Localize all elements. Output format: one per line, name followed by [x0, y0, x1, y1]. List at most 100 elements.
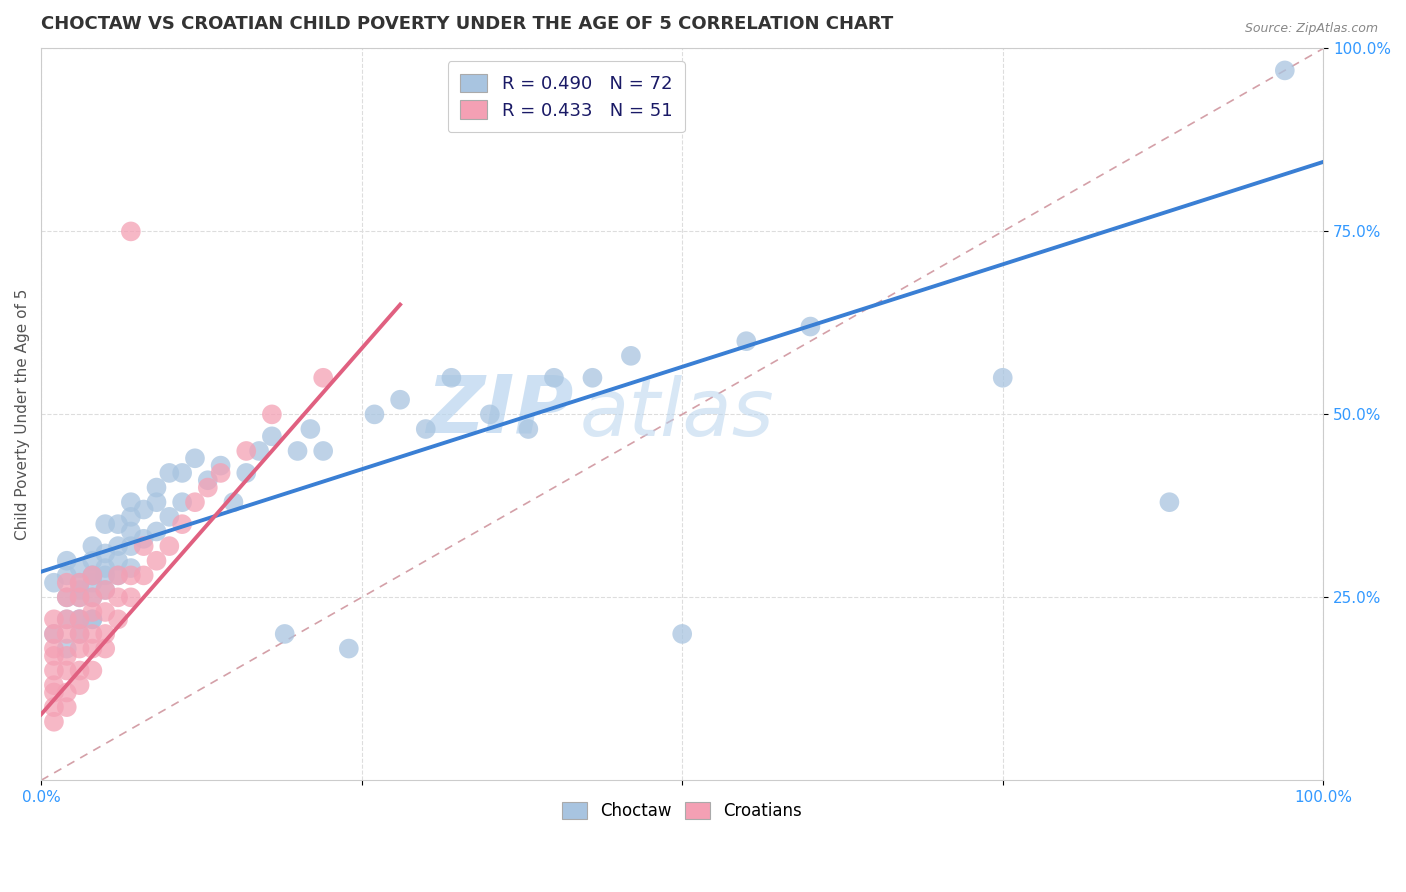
Point [247, 444, 270, 458]
Point [42, 685, 65, 699]
Point [197, 473, 219, 487]
Point [94, 546, 117, 560]
Point [235, 466, 257, 480]
Point [132, 568, 155, 582]
Point [55, 575, 77, 590]
Point [107, 539, 129, 553]
Point [107, 554, 129, 568]
Point [145, 554, 167, 568]
Point [55, 568, 77, 582]
Point [222, 495, 245, 509]
Point [132, 502, 155, 516]
Point [69, 641, 91, 656]
Point [55, 591, 77, 605]
Point [82, 539, 104, 553]
Point [120, 561, 142, 575]
Point [42, 678, 65, 692]
Point [312, 444, 335, 458]
Point [172, 495, 194, 509]
Point [55, 612, 77, 626]
Point [145, 524, 167, 539]
Point [69, 664, 91, 678]
Point [82, 554, 104, 568]
Point [69, 575, 91, 590]
Point [287, 444, 309, 458]
Point [478, 408, 501, 422]
Point [42, 714, 65, 729]
Point [274, 627, 297, 641]
Point [235, 444, 257, 458]
Point [581, 371, 603, 385]
Point [157, 466, 180, 480]
Point [55, 554, 77, 568]
Point [120, 495, 142, 509]
Point [69, 591, 91, 605]
Point [1159, 495, 1181, 509]
Point [991, 371, 1014, 385]
Point [120, 224, 142, 238]
Point [69, 582, 91, 597]
Point [69, 591, 91, 605]
Point [55, 641, 77, 656]
Point [55, 627, 77, 641]
Text: Source: ZipAtlas.com: Source: ZipAtlas.com [1244, 22, 1378, 36]
Point [735, 334, 758, 348]
Point [69, 561, 91, 575]
Point [82, 591, 104, 605]
Point [107, 591, 129, 605]
Text: CHOCTAW VS CROATIAN CHILD POVERTY UNDER THE AGE OF 5 CORRELATION CHART: CHOCTAW VS CROATIAN CHILD POVERTY UNDER … [41, 15, 893, 33]
Point [94, 561, 117, 575]
Point [55, 612, 77, 626]
Point [94, 627, 117, 641]
Point [120, 509, 142, 524]
Point [132, 532, 155, 546]
Point [42, 641, 65, 656]
Point [299, 422, 322, 436]
Point [55, 685, 77, 699]
Point [620, 349, 643, 363]
Point [82, 612, 104, 626]
Point [55, 700, 77, 714]
Point [157, 509, 180, 524]
Point [94, 582, 117, 597]
Point [82, 568, 104, 582]
Point [69, 612, 91, 626]
Point [69, 678, 91, 692]
Point [184, 495, 207, 509]
Point [42, 612, 65, 626]
Point [94, 641, 117, 656]
Point [42, 664, 65, 678]
Point [82, 568, 104, 582]
Point [120, 591, 142, 605]
Point [799, 319, 821, 334]
Point [69, 612, 91, 626]
Text: atlas: atlas [579, 376, 775, 453]
Point [82, 591, 104, 605]
Point [389, 392, 412, 407]
Point [94, 605, 117, 619]
Point [69, 627, 91, 641]
Point [55, 648, 77, 663]
Point [671, 627, 693, 641]
Point [82, 612, 104, 626]
Point [415, 422, 437, 436]
Point [69, 575, 91, 590]
Point [132, 539, 155, 553]
Point [260, 408, 283, 422]
Point [1274, 63, 1296, 78]
Point [94, 582, 117, 597]
Point [94, 517, 117, 532]
Point [82, 605, 104, 619]
Point [42, 700, 65, 714]
Point [107, 568, 129, 582]
Point [440, 371, 463, 385]
Point [157, 539, 180, 553]
Point [209, 458, 232, 473]
Legend: Choctaw, Croatians: Choctaw, Croatians [555, 796, 808, 827]
Point [197, 481, 219, 495]
Point [42, 627, 65, 641]
Point [107, 568, 129, 582]
Point [517, 422, 540, 436]
Y-axis label: Child Poverty Under the Age of 5: Child Poverty Under the Age of 5 [15, 289, 30, 540]
Point [69, 627, 91, 641]
